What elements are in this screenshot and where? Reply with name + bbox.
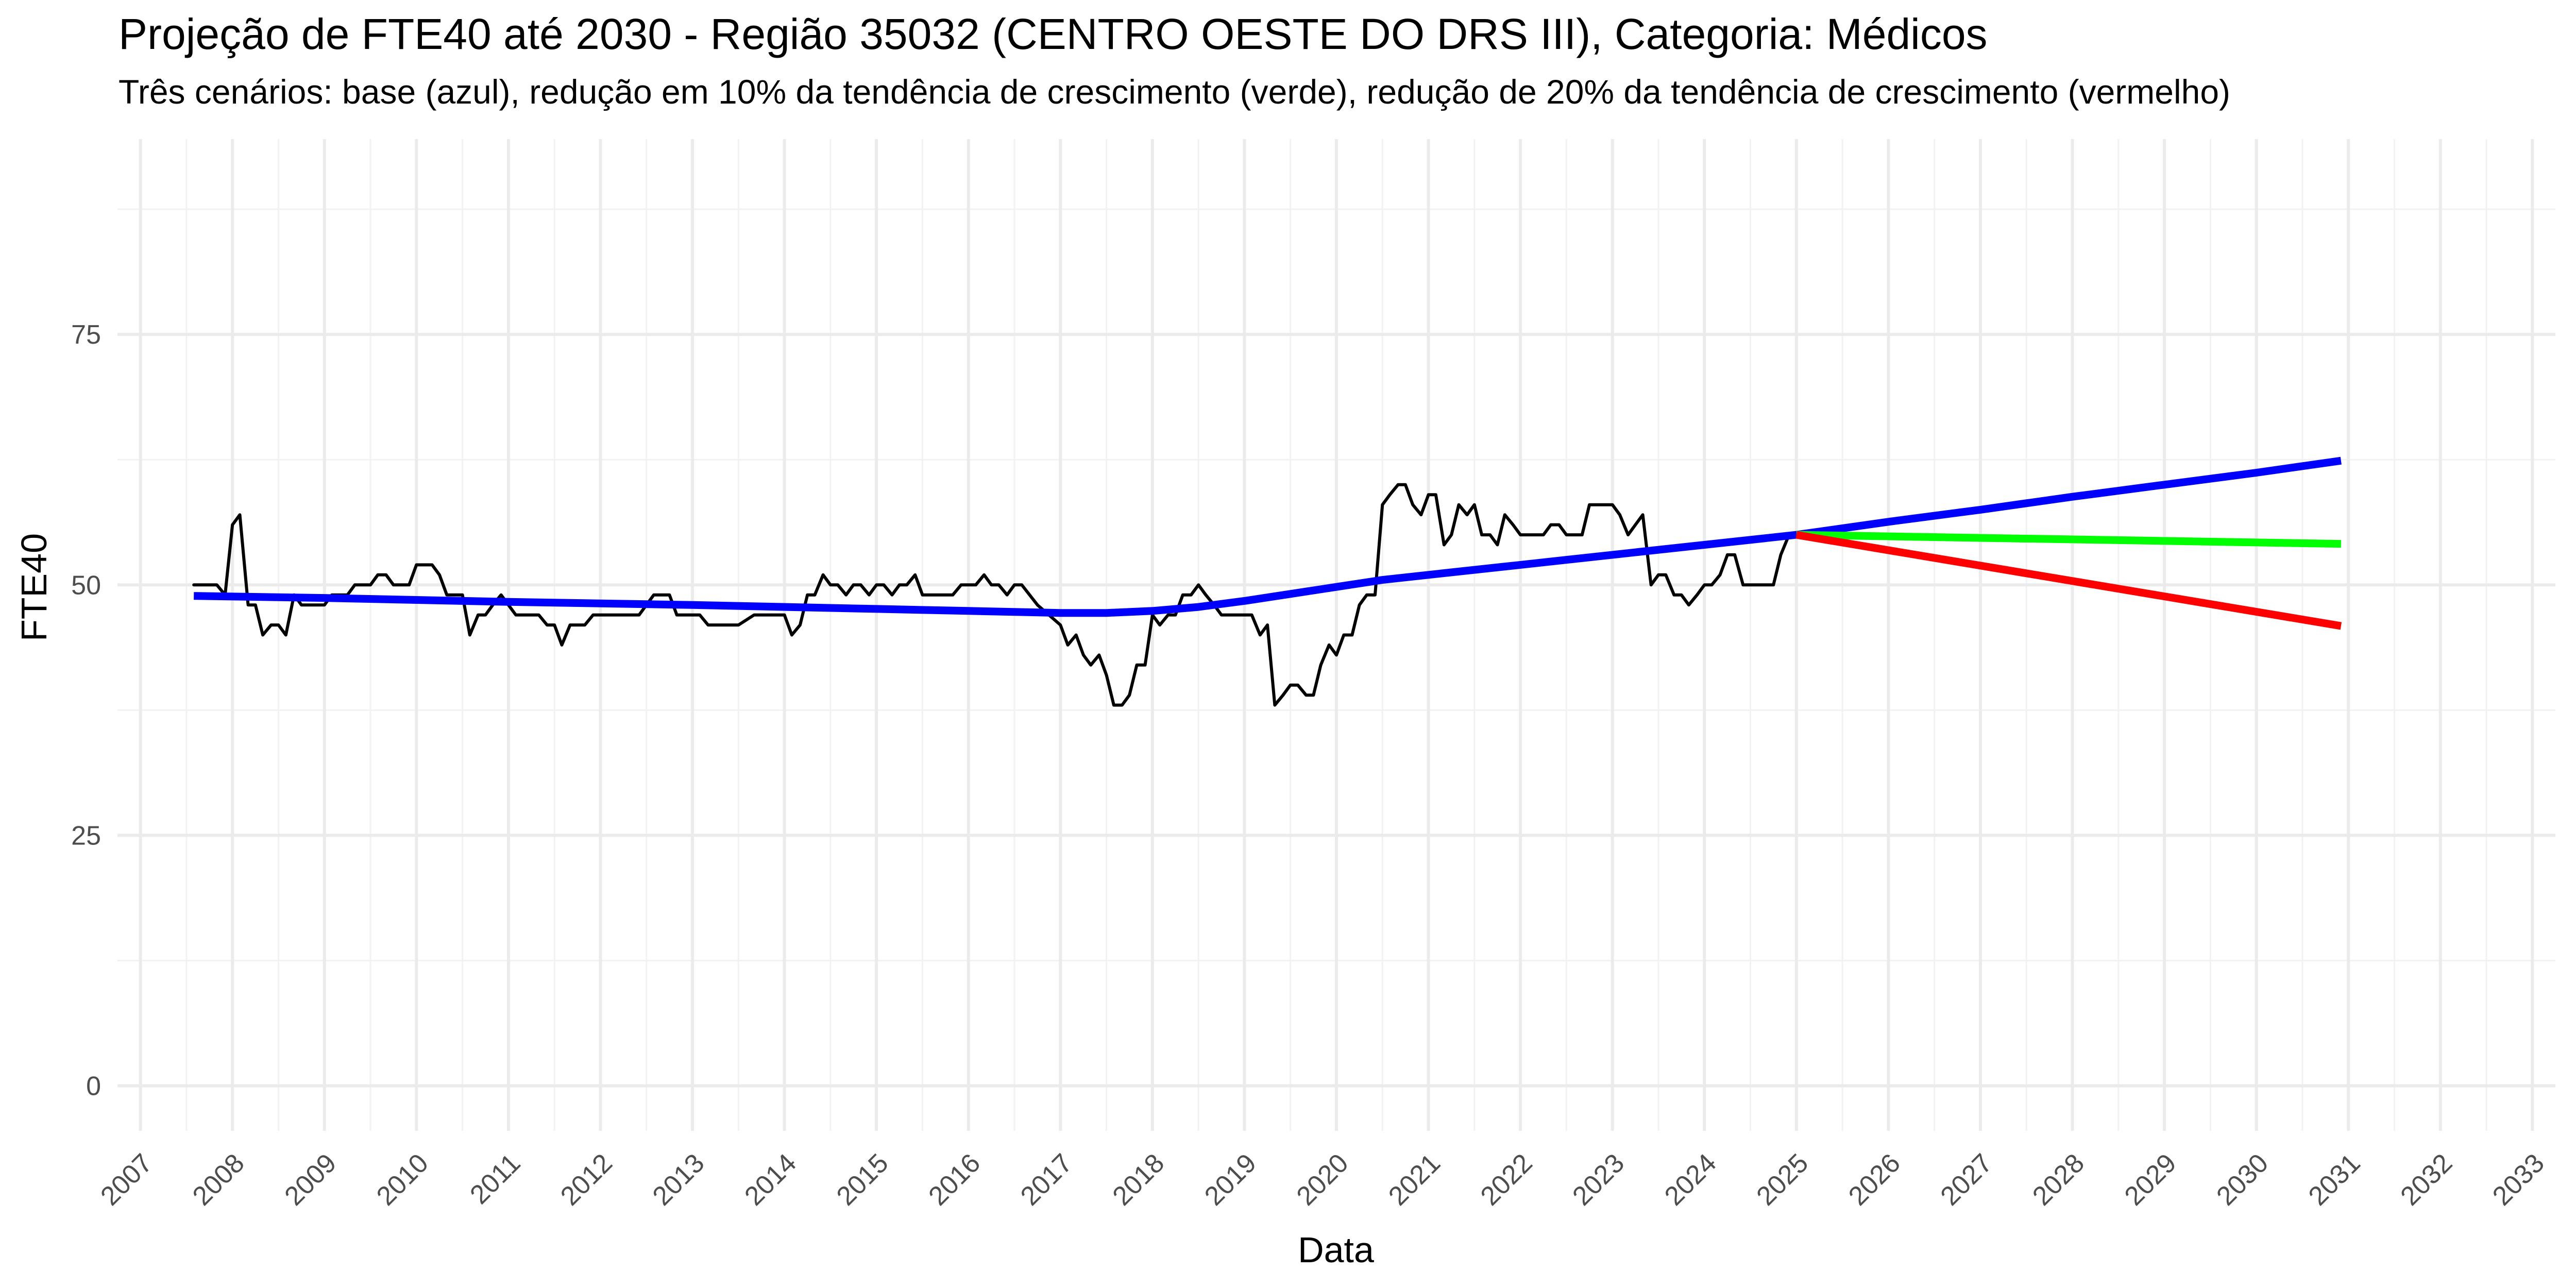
x-tick-label: 2021 <box>1383 1148 1446 1211</box>
x-tick-label: 2013 <box>647 1148 710 1211</box>
x-tick-label: 2014 <box>739 1148 802 1211</box>
axis-layer: 0 25 50 75 2007 2008 2009 2010 2011 2012 2013 2014 2… <box>71 320 2550 1211</box>
series-line-0 <box>192 483 1791 707</box>
x-tick-label: 2011 <box>464 1148 526 1210</box>
y-tick-label: 0 <box>86 1072 101 1101</box>
x-tick-label: 2032 <box>2395 1148 2458 1211</box>
y-tick-label: 75 <box>71 320 101 350</box>
series-layer <box>192 456 2342 707</box>
x-tick-label: 2018 <box>1107 1148 1171 1211</box>
x-tick-label: 2022 <box>1475 1148 1538 1211</box>
y-axis-title: FTE40 <box>14 533 54 641</box>
y-tick-label: 50 <box>71 570 101 600</box>
x-tick-label: 2017 <box>1015 1148 1078 1211</box>
series-line-1 <box>194 456 2342 617</box>
x-tick-label: 2008 <box>187 1148 250 1211</box>
x-tick-label: 2029 <box>2119 1148 2182 1211</box>
x-tick-label: 2012 <box>555 1148 618 1211</box>
chart-subtitle: Três cenários: base (azul), redução em 1… <box>118 73 2231 111</box>
series-line-2 <box>1796 531 2342 548</box>
series-line-3 <box>1795 531 2342 630</box>
x-tick-label: 2009 <box>279 1148 342 1211</box>
grid-layer <box>117 139 2555 1131</box>
x-tick-label: 2015 <box>831 1148 894 1211</box>
x-tick-label: 2023 <box>1567 1148 1630 1211</box>
x-tick-label: 2007 <box>95 1148 158 1211</box>
x-axis-title: Data <box>1298 1230 1374 1270</box>
x-tick-label: 2031 <box>2303 1148 2366 1211</box>
x-tick-label: 2019 <box>1199 1148 1262 1211</box>
x-tick-label: 2025 <box>1751 1148 1815 1211</box>
y-tick-label: 25 <box>71 821 101 851</box>
x-tick-label: 2010 <box>371 1148 434 1211</box>
x-tick-label: 2030 <box>2211 1148 2274 1211</box>
x-tick-label: 2028 <box>2027 1148 2090 1211</box>
x-tick-label: 2027 <box>1935 1148 1998 1211</box>
chart-title: Projeção de FTE40 até 2030 - Região 3503… <box>118 10 1988 58</box>
x-tick-label: 2024 <box>1659 1148 1722 1211</box>
x-tick-label: 2033 <box>2487 1148 2550 1211</box>
x-tick-label: 2020 <box>1291 1148 1354 1211</box>
x-tick-label: 2026 <box>1843 1148 1906 1211</box>
x-tick-label: 2016 <box>923 1148 986 1211</box>
